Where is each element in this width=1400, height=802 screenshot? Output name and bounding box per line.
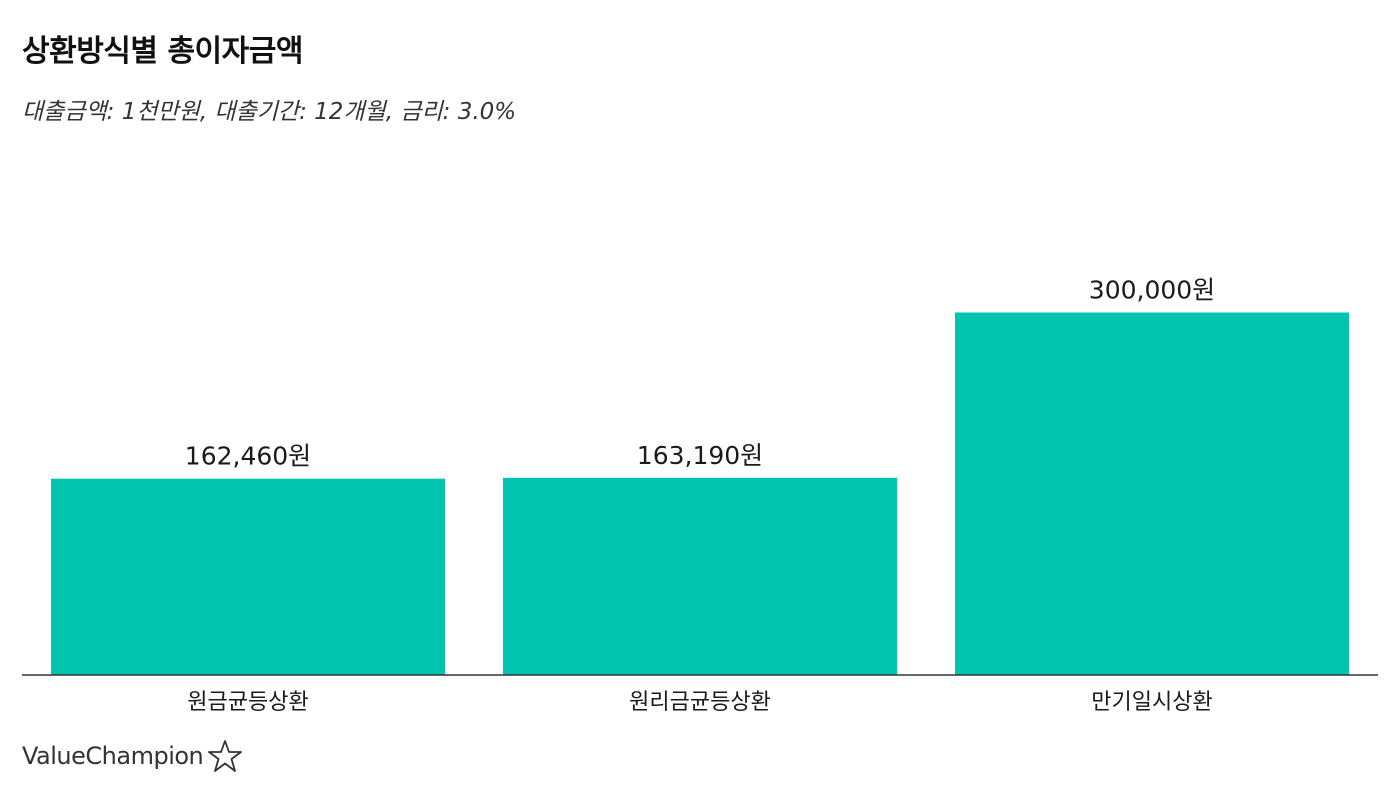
bar-2 <box>503 477 897 675</box>
bar-1 <box>51 478 445 675</box>
category-label-2: 원리금균등상환 <box>629 690 771 715</box>
chart-subtitle: 대출금액: 1천만원, 대출기간: 12개월, 금리: 3.0% <box>22 99 517 125</box>
bar-3 <box>955 312 1349 675</box>
category-label-3: 만기일시상환 <box>1091 690 1212 715</box>
data-label-3: 300,000원 <box>1089 276 1215 305</box>
brand-logo: ValueChampion <box>22 738 243 774</box>
star-icon <box>208 740 243 772</box>
chart-title: 상환방식별 총이자금액 <box>22 34 303 69</box>
data-label-2: 163,190원 <box>637 441 763 470</box>
category-label-1: 원금균등상환 <box>187 690 308 715</box>
data-label-1: 162,460원 <box>185 442 311 471</box>
brand-name: ValueChampion <box>22 742 204 770</box>
